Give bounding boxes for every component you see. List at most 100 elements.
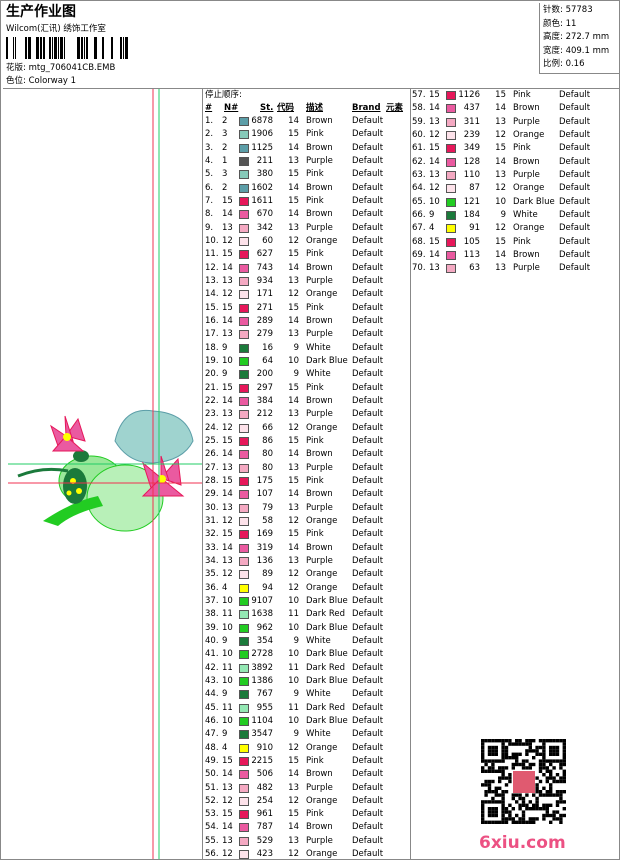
color-swatch	[446, 130, 456, 140]
color-swatch	[239, 463, 249, 473]
stitch-count: 113	[463, 249, 480, 260]
stitch-count: 1126	[458, 90, 480, 100]
brand: Default	[352, 155, 384, 166]
stitch-count: 311	[463, 116, 480, 127]
brand: Default	[352, 715, 384, 726]
description: Brown	[513, 249, 540, 260]
color-code: 12	[288, 742, 299, 753]
info-line: 比例: 0.16	[543, 59, 585, 69]
stitch-count: 1906	[251, 129, 273, 140]
color-swatch	[239, 556, 249, 566]
color-swatch	[239, 250, 249, 260]
needle-number: 12	[429, 129, 440, 140]
stop-number: 44.	[205, 689, 219, 700]
color-code: 12	[288, 849, 299, 860]
brand: Default	[352, 595, 384, 606]
brand: Default	[352, 262, 384, 273]
stop-number: 53.	[205, 809, 219, 820]
stop-number: 50.	[205, 769, 219, 780]
description: Brown	[306, 142, 333, 153]
color-code: 9	[293, 729, 299, 740]
brand: Default	[352, 249, 384, 260]
stitch-count: 105	[463, 236, 480, 247]
description: White	[513, 209, 538, 220]
stitch-count: 175	[256, 475, 273, 486]
color-swatch	[239, 650, 249, 660]
color-code: 12	[288, 569, 299, 580]
stitch-count: 89	[262, 569, 273, 580]
stop-number: 66.	[412, 209, 426, 220]
description: Purple	[306, 555, 333, 566]
needle-number: 15	[222, 809, 233, 820]
color-swatch	[239, 663, 249, 673]
color-swatch	[239, 530, 249, 540]
description: White	[306, 635, 331, 646]
color-swatch	[239, 196, 249, 206]
description: Brown	[306, 182, 333, 193]
brand: Default	[352, 395, 384, 406]
color-code: 11	[288, 609, 299, 620]
description: Purple	[306, 275, 333, 286]
needle-number: 13	[222, 555, 233, 566]
stop-number: 36.	[205, 582, 219, 593]
color-code: 13	[288, 782, 299, 793]
needle-number: 15	[222, 249, 233, 260]
color-code: 15	[288, 809, 299, 820]
brand: Default	[559, 209, 591, 220]
brand: Default	[352, 702, 384, 713]
color-code: 14	[495, 103, 506, 114]
color-swatch	[239, 823, 249, 833]
needle-number: 10	[222, 355, 233, 366]
stop-number: 37.	[205, 595, 219, 606]
needle-number: 4	[429, 223, 435, 234]
needle-number: 15	[222, 302, 233, 313]
needle-number: 10	[222, 715, 233, 726]
stitch-count: 60	[262, 235, 273, 246]
column-header: St.	[260, 103, 274, 113]
stop-number: 32.	[205, 529, 219, 540]
stop-number: 59.	[412, 116, 426, 127]
stop-number: 1.	[205, 116, 214, 126]
description: Pink	[306, 382, 324, 393]
brand: Default	[352, 515, 384, 526]
color-swatch	[239, 143, 249, 153]
column-header: 描述	[306, 103, 324, 113]
needle-number: 13	[222, 462, 233, 473]
stitch-count: 239	[463, 129, 480, 140]
brand: Default	[352, 275, 384, 286]
color-swatch	[446, 250, 456, 260]
stitch-count: 94	[262, 582, 273, 593]
description: White	[306, 369, 331, 380]
description: Dark Blue	[306, 715, 348, 726]
stop-number: 29.	[205, 489, 219, 500]
brand: Default	[352, 835, 384, 846]
column-header: 代码	[277, 103, 295, 113]
description: Purple	[306, 835, 333, 846]
description: Pink	[306, 809, 324, 820]
stitch-count: 1386	[251, 675, 273, 686]
info-line: 颜色: 11	[543, 18, 577, 29]
brand: Default	[352, 289, 384, 300]
color-swatch	[446, 91, 456, 100]
stitch-count: 354	[256, 635, 273, 646]
stop-number: 4.	[205, 155, 214, 166]
stop-number: 65.	[412, 196, 426, 207]
stitch-count: 506	[256, 769, 273, 780]
stop-number: 22.	[205, 395, 219, 406]
stop-number: 6.	[205, 182, 214, 193]
stop-number: 7.	[205, 195, 214, 206]
needle-number: 9	[222, 729, 228, 740]
stop-number: 38.	[205, 609, 219, 620]
stitch-count: 529	[256, 835, 273, 846]
stitch-count: 2215	[251, 755, 273, 766]
stitch-count: 271	[256, 302, 273, 313]
color-code: 14	[288, 542, 299, 553]
color-swatch	[239, 436, 249, 446]
needle-number: 13	[429, 169, 440, 180]
color-swatch	[239, 356, 249, 366]
needle-number: 2	[222, 116, 228, 126]
brand: Default	[352, 355, 384, 366]
description: Brown	[306, 395, 333, 406]
color-swatch	[239, 423, 249, 433]
